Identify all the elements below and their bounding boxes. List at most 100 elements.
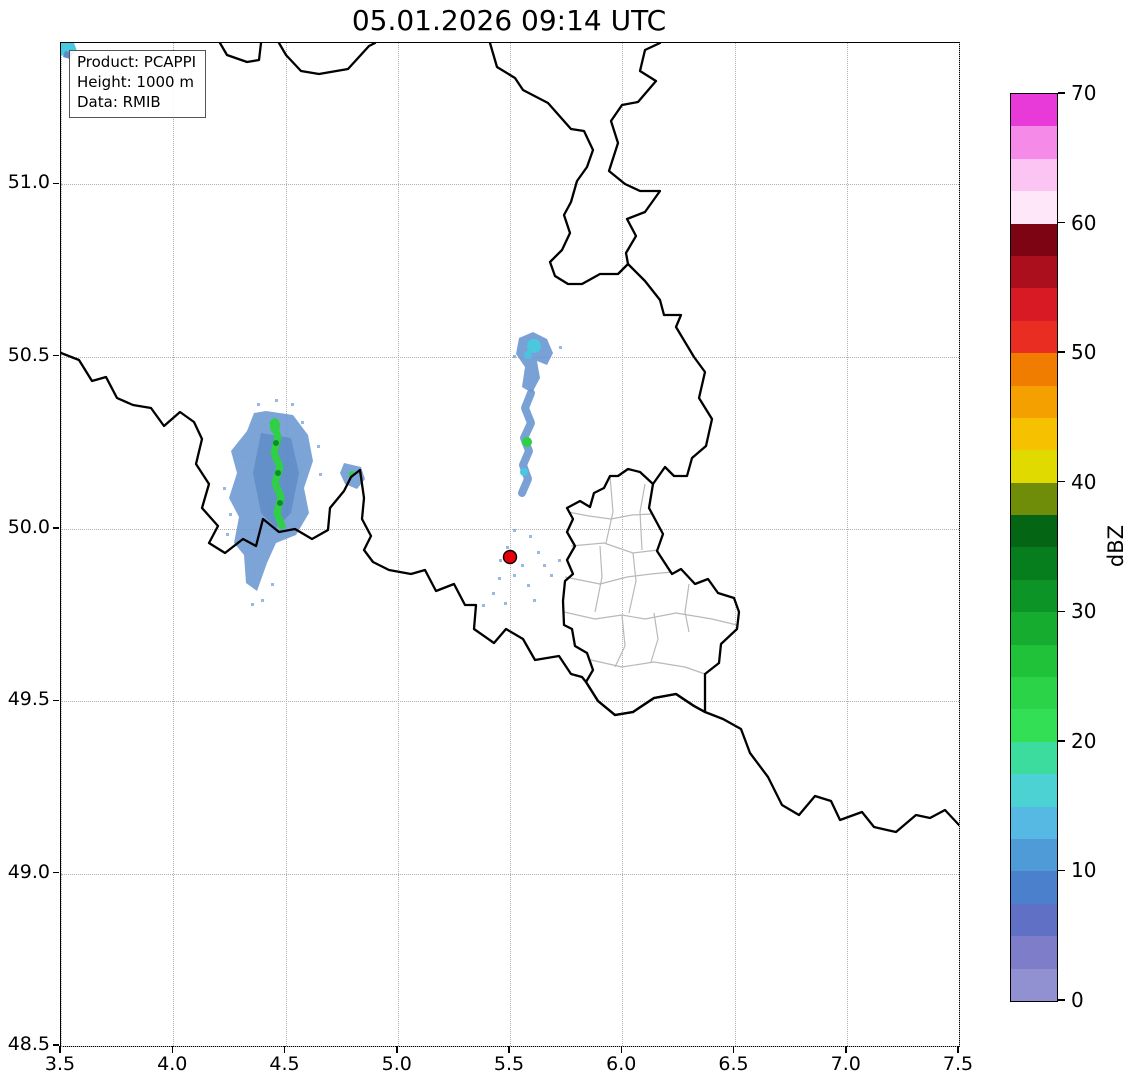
info-height: Height: 1000 m [77, 72, 194, 91]
echo-cyan-patch [527, 339, 541, 353]
country-borders [61, 43, 959, 834]
colorbar-segment [1011, 223, 1057, 256]
colorbar-segment [1011, 612, 1057, 645]
x-tick-mark [620, 1046, 622, 1053]
colorbar-tick-mark [1058, 740, 1065, 742]
border-france [61, 351, 959, 834]
radar-map [61, 43, 959, 834]
info-product: Product: PCAPPI [77, 53, 197, 71]
colorbar-segment [1011, 677, 1057, 710]
gridline-vertical [173, 43, 175, 1046]
x-tick-label: 5.5 [493, 1053, 525, 1075]
x-tick-mark [957, 1046, 959, 1053]
colorbar-tick-mark [1058, 999, 1065, 1001]
colorbar-segment [1011, 450, 1057, 483]
colorbar-segment [1011, 191, 1057, 224]
border-belgium-germany [626, 262, 714, 486]
border-belgium-netherlands-west1 [218, 43, 263, 64]
echo-dark-green-dot [273, 440, 279, 446]
radar-echoes [61, 43, 562, 607]
colorbar-segment [1011, 774, 1057, 807]
colorbar-segment [1011, 385, 1057, 418]
gridline-vertical [61, 43, 62, 1046]
colorbar-tick-mark [1058, 221, 1065, 224]
x-tick-label: 6.5 [718, 1053, 749, 1075]
colorbar-tick-label: 70 [1071, 81, 1097, 105]
colorbar-tick-label: 10 [1071, 858, 1097, 883]
colorbar-tick-mark [1058, 351, 1065, 353]
colorbar-segment [1011, 158, 1057, 192]
x-tick-mark [845, 1046, 847, 1053]
colorbar-tick-label: 50 [1071, 340, 1097, 365]
border-luxembourg [561, 467, 741, 717]
colorbar-tick-label: 30 [1071, 599, 1097, 624]
colorbar-segment [1011, 741, 1057, 775]
colorbar-segment [1011, 417, 1057, 451]
gridline-horizontal [61, 701, 959, 703]
gridline-vertical [959, 43, 960, 1046]
colorbar-axis-label: dBZ [1104, 524, 1128, 568]
y-tick-label: 51.0 [7, 171, 50, 194]
gridline-horizontal [61, 1046, 959, 1047]
gridline-horizontal [61, 873, 959, 875]
colorbar-segment [1011, 94, 1057, 127]
x-tick-label: 3.5 [44, 1053, 76, 1075]
x-tick-label: 7.5 [942, 1053, 974, 1075]
colorbar-segment [1011, 255, 1057, 289]
echo-west-speckles [223, 399, 322, 606]
colorbar-tick-mark [1058, 610, 1065, 613]
y-tick-mark [52, 527, 59, 529]
x-tick-label: 4.5 [269, 1053, 300, 1075]
colorbar-segment [1011, 288, 1057, 321]
gridlines [61, 43, 960, 1047]
y-tick-label: 50.5 [7, 343, 50, 366]
y-tick-label: 48.5 [7, 1033, 50, 1055]
echo-dark-green-dot [277, 500, 283, 506]
gridline-vertical [734, 43, 736, 1046]
colorbar-segment [1011, 579, 1057, 613]
gridline-horizontal [61, 356, 959, 358]
colorbar-segment [1011, 482, 1057, 516]
info-data-source: Data: RMIB [77, 92, 161, 111]
colorbar-tick-label: 40 [1071, 469, 1097, 494]
colorbar-segment [1011, 936, 1057, 969]
x-tick-mark [732, 1046, 735, 1053]
x-tick-label: 7.0 [830, 1053, 861, 1075]
x-tick-mark [283, 1046, 286, 1053]
y-tick-mark [52, 1044, 59, 1046]
gridline-vertical [285, 43, 287, 1046]
colorbar-segment [1011, 320, 1057, 354]
colorbar-segment [1011, 644, 1057, 678]
colorbar-segment [1011, 806, 1057, 839]
echo-cyan-patch [524, 351, 532, 359]
colorbar-tick-mark [1058, 92, 1065, 94]
y-tick-mark [52, 354, 59, 357]
y-tick-mark [52, 871, 59, 874]
plot-title: 05.01.2026 09:14 UTC [351, 4, 667, 37]
colorbar-segment [1011, 903, 1057, 937]
colorbar-tick-mark [1058, 480, 1065, 483]
x-tick-mark [396, 1046, 398, 1053]
colorbar-segment [1011, 709, 1057, 742]
x-tick-label: 5.0 [381, 1053, 412, 1075]
colorbar-segment [1011, 838, 1057, 872]
echo-cyan-dot [520, 468, 528, 476]
gridline-vertical [622, 43, 624, 1046]
colorbar-segment [1011, 871, 1057, 904]
x-tick-mark [171, 1046, 173, 1053]
colorbar-segment [1011, 968, 1057, 1001]
gridline-vertical [397, 43, 399, 1046]
colorbar-segment [1011, 515, 1057, 548]
colorbar-segment [1011, 353, 1057, 386]
x-tick-mark [59, 1046, 61, 1053]
colorbar-tick-label: 20 [1071, 728, 1097, 753]
colorbar-segment [1011, 547, 1057, 580]
echo-dark-green-dot [275, 470, 281, 476]
info-box: Product: PCAPPI Height: 1000 m Data: RMI… [69, 50, 207, 118]
colorbar-tick-mark [1058, 869, 1065, 872]
border-belgium-netherlands-limburg [488, 43, 630, 286]
luxembourg-district-borders [563, 475, 738, 675]
echo-green-dot [522, 437, 532, 447]
y-tick-mark [52, 699, 59, 702]
